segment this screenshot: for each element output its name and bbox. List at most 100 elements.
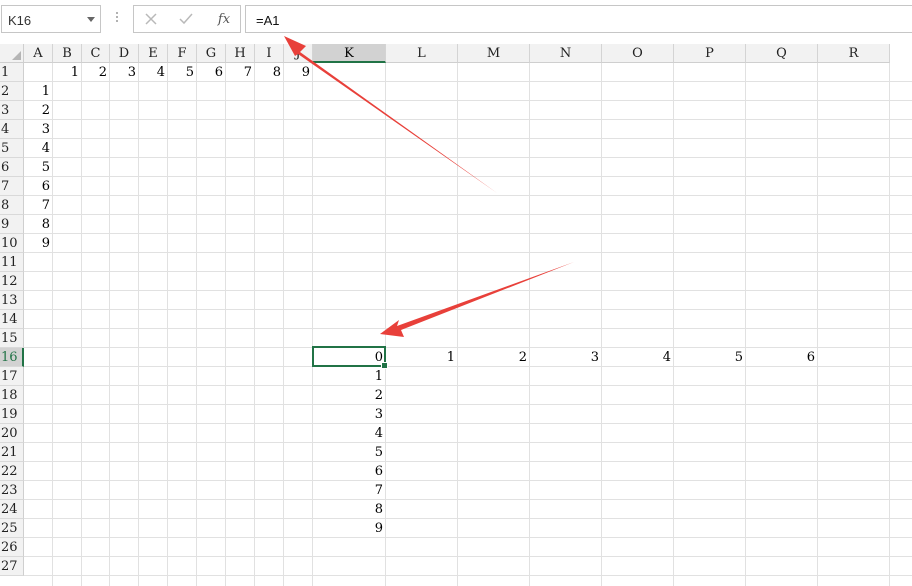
name-box[interactable]: K16 [1,5,101,33]
cell-m16[interactable]: 2 [518,350,527,365]
row-header-8[interactable]: 8 [0,196,24,215]
column-header-o[interactable]: O [602,44,674,63]
row-header-11[interactable]: 11 [0,253,24,272]
column-header-d[interactable]: D [110,44,139,63]
row-header-26[interactable]: 26 [0,538,24,557]
row-header-7[interactable]: 7 [0,177,24,196]
row-gridline [24,119,912,120]
row-header-23[interactable]: 23 [0,481,24,500]
cell-p16[interactable]: 5 [734,350,743,365]
check-icon[interactable] [174,9,198,29]
column-header-q[interactable]: Q [746,44,818,63]
cell-g1[interactable]: 6 [214,65,223,80]
cell-k19[interactable]: 3 [374,407,383,422]
fill-handle[interactable] [381,362,388,369]
column-header-n[interactable]: N [530,44,602,63]
column-header-l[interactable]: L [386,44,458,63]
row-gridline [24,195,912,196]
column-header-g[interactable]: G [197,44,226,63]
cell-k21[interactable]: 5 [374,445,383,460]
cell-q16[interactable]: 6 [806,350,815,365]
cell-k22[interactable]: 6 [374,464,383,479]
row-header-27[interactable]: 27 [0,557,24,576]
column-header-p[interactable]: P [674,44,746,63]
cell-a3[interactable]: 2 [41,103,50,118]
cell-a5[interactable]: 4 [41,141,50,156]
column-gridline [138,63,139,586]
column-header-e[interactable]: E [139,44,168,63]
name-box-value: K16 [8,13,32,28]
row-header-9[interactable]: 9 [0,215,24,234]
cell-a4[interactable]: 3 [41,122,50,137]
row-header-21[interactable]: 21 [0,443,24,462]
row-header-18[interactable]: 18 [0,386,24,405]
cell-a6[interactable]: 5 [41,160,50,175]
row-header-22[interactable]: 22 [0,462,24,481]
row-header-24[interactable]: 24 [0,500,24,519]
cell-n16[interactable]: 3 [590,350,599,365]
active-cell-border[interactable] [312,346,386,367]
column-header-a[interactable]: A [24,44,53,63]
cell-a9[interactable]: 8 [41,217,50,232]
column-gridline [457,63,458,586]
select-all-button[interactable] [0,44,24,63]
column-header-f[interactable]: F [168,44,197,63]
cell-k24[interactable]: 8 [374,502,383,517]
close-icon[interactable] [139,9,163,29]
column-gridline [889,63,890,586]
column-header-j[interactable]: J [284,44,313,63]
cell-h1[interactable]: 7 [243,65,252,80]
chevron-down-icon[interactable] [87,17,95,22]
cell-o16[interactable]: 4 [662,350,671,365]
cell-i1[interactable]: 8 [272,65,281,80]
insert-function-icon[interactable]: fx [212,9,236,29]
row-header-6[interactable]: 6 [0,158,24,177]
column-gridline [529,63,530,586]
cell-a10[interactable]: 9 [41,236,50,251]
cell-k16[interactable]: 0 [374,350,383,365]
column-gridline [817,63,818,586]
row-header-16[interactable]: 16 [0,348,24,367]
row-header-5[interactable]: 5 [0,139,24,158]
row-header-13[interactable]: 13 [0,291,24,310]
cell-j1[interactable]: 9 [301,65,310,80]
row-header-2[interactable]: 2 [0,82,24,101]
row-header-14[interactable]: 14 [0,310,24,329]
cell-k23[interactable]: 7 [374,483,383,498]
cell-a8[interactable]: 7 [41,198,50,213]
row-header-1[interactable]: 1 [0,63,24,82]
row-header-20[interactable]: 20 [0,424,24,443]
column-header-r[interactable]: R [818,44,890,63]
cell-f1[interactable]: 5 [185,65,194,80]
row-header-10[interactable]: 10 [0,234,24,253]
drag-handle-icon[interactable] [116,12,119,26]
formula-input[interactable]: =A1 [245,5,912,33]
cell-k25[interactable]: 9 [374,521,383,536]
row-gridline [24,366,912,367]
row-header-3[interactable]: 3 [0,101,24,120]
cell-e1[interactable]: 4 [156,65,165,80]
row-gridline [24,556,912,557]
cell-k20[interactable]: 4 [374,426,383,441]
row-header-19[interactable]: 19 [0,405,24,424]
row-header-4[interactable]: 4 [0,120,24,139]
row-header-15[interactable]: 15 [0,329,24,348]
column-header-k[interactable]: K [313,44,386,63]
cell-a2[interactable]: 1 [41,84,50,99]
column-header-b[interactable]: B [53,44,82,63]
cell-d1[interactable]: 3 [127,65,136,80]
cell-c1[interactable]: 2 [98,65,107,80]
column-header-m[interactable]: M [458,44,530,63]
cell-k18[interactable]: 2 [374,388,383,403]
row-header-25[interactable]: 25 [0,519,24,538]
row-header-12[interactable]: 12 [0,272,24,291]
column-header-c[interactable]: C [82,44,110,63]
cell-l16[interactable]: 1 [446,350,455,365]
column-header-h[interactable]: H [226,44,255,63]
cell-k17[interactable]: 1 [374,369,383,384]
cell-b1[interactable]: 1 [70,65,79,80]
column-header-i[interactable]: I [255,44,284,63]
row-header-17[interactable]: 17 [0,367,24,386]
cell-a7[interactable]: 6 [41,179,50,194]
